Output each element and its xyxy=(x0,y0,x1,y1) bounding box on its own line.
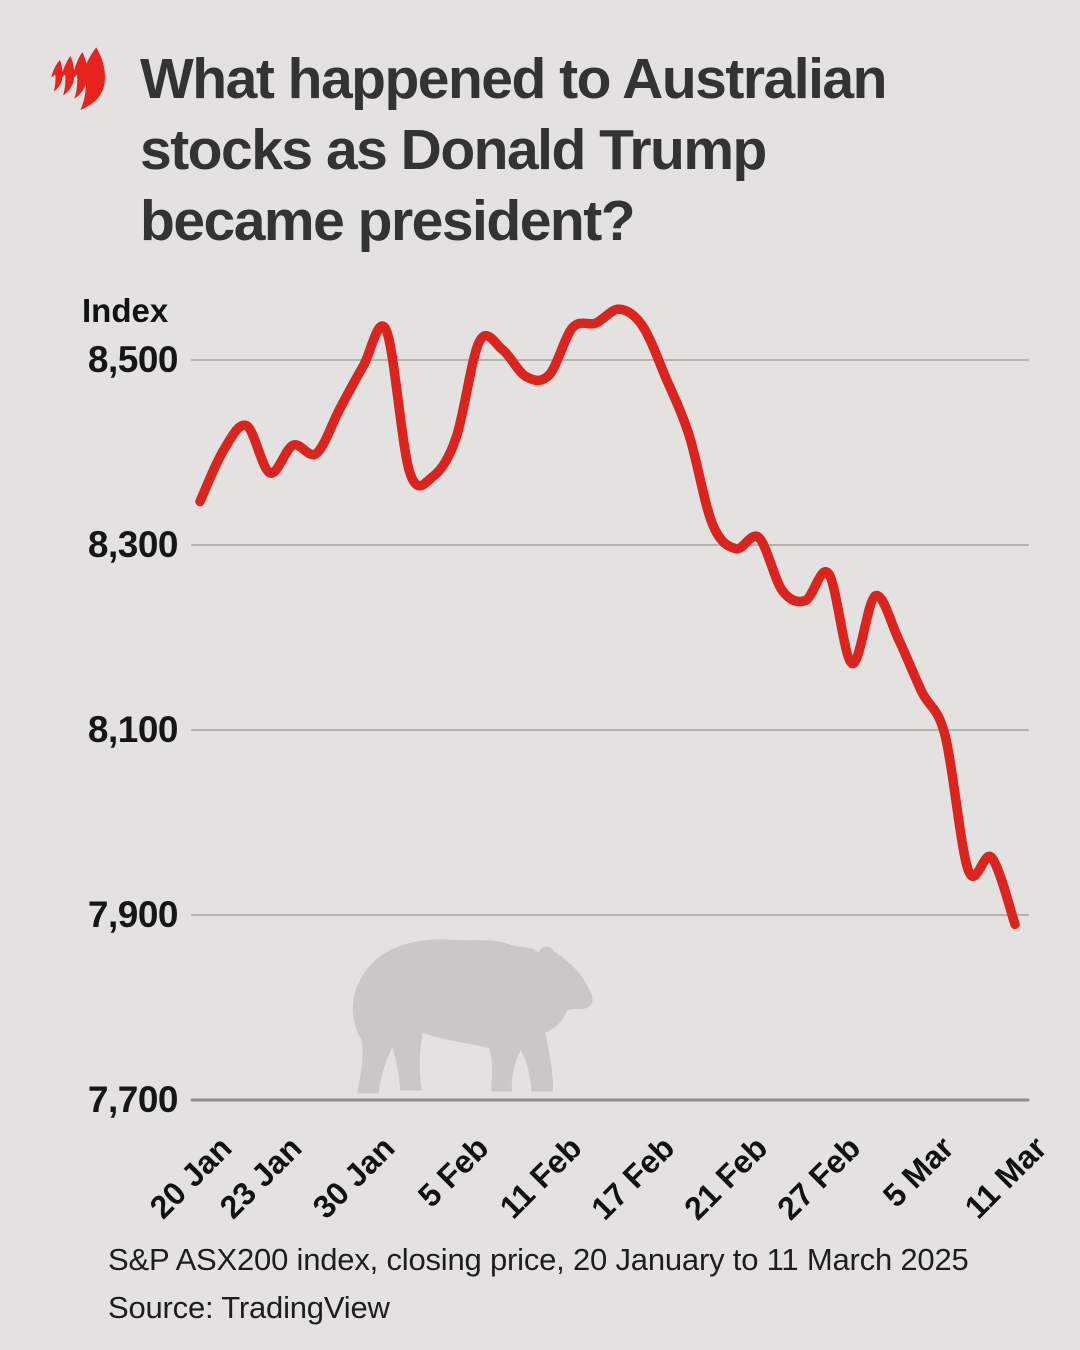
sbs-logo-icon xyxy=(51,47,105,111)
y-axis-tick-label: 8,500 xyxy=(87,339,179,380)
title-line-3: became president? xyxy=(140,189,636,253)
title-line-1: What happened to Australian xyxy=(140,47,887,111)
y-axis-tick-label: 8,300 xyxy=(87,524,179,565)
chart-caption: S&P ASX200 index, closing price, 20 Janu… xyxy=(108,1242,969,1277)
chart-footer: S&P ASX200 index, closing price, 20 Janu… xyxy=(108,1236,1028,1332)
y-axis-title: Index xyxy=(82,292,169,329)
gridlines xyxy=(190,359,1030,1102)
logo-flames xyxy=(51,47,105,111)
y-axis-tick-label: 7,700 xyxy=(87,1079,179,1120)
y-axis-tick-label: 8,100 xyxy=(87,709,179,750)
page-title: What happened to Australian stocks as Do… xyxy=(140,44,1040,257)
price-line xyxy=(195,304,1020,930)
bear-watermark-icon xyxy=(352,939,593,1094)
chart-source: Source: TradingView xyxy=(108,1290,390,1325)
y-axis-tick-label: 7,900 xyxy=(87,894,179,935)
title-line-2: stocks as Donald Trump xyxy=(140,118,767,182)
